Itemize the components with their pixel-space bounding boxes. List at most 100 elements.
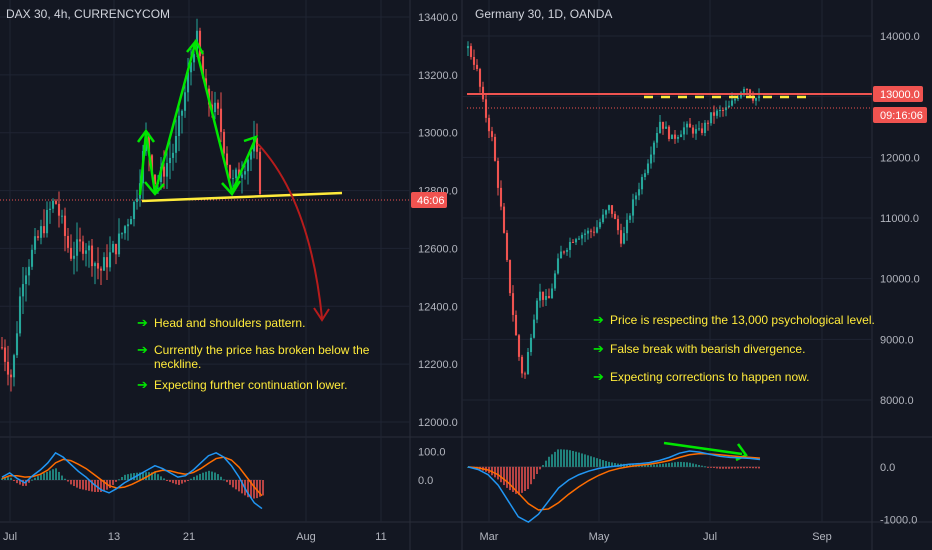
right-badge-text: 13000.0 — [880, 89, 920, 101]
macd-histogram-bar — [722, 466, 724, 469]
note-text: neckline. — [154, 357, 201, 371]
candle-body — [174, 135, 178, 153]
candle-body — [487, 117, 491, 132]
macd-histogram-bar — [578, 452, 580, 467]
candle-body — [126, 224, 130, 227]
candle-body — [114, 243, 118, 255]
macd-histogram-bar — [671, 462, 673, 467]
left-notes: ➔ Head and shoulders pattern. ➔ Currentl… — [137, 315, 370, 392]
macd-histogram-bar — [584, 454, 586, 467]
macd-histogram-bar — [692, 463, 694, 467]
macd-histogram-bar — [193, 476, 195, 480]
macd-histogram-bar — [503, 466, 505, 486]
candle-body — [619, 230, 623, 244]
candle-body — [610, 205, 614, 214]
candle-body — [496, 160, 500, 188]
candle-body — [616, 218, 620, 231]
macd-histogram-bar — [73, 480, 75, 487]
macd-histogram-bar — [701, 465, 703, 467]
candle-body — [96, 263, 100, 269]
macd-histogram-bar — [199, 473, 201, 480]
candle-body — [171, 152, 175, 158]
macd-histogram-bar — [187, 480, 189, 481]
candle-body — [547, 296, 551, 299]
right-time-badge: 09:16:06 — [873, 107, 927, 123]
candle-body — [700, 128, 704, 133]
candle-body — [108, 252, 112, 268]
candle-body — [18, 296, 22, 334]
candle-body — [577, 238, 581, 240]
macd-histogram-bar — [581, 453, 583, 467]
macd-histogram-bar — [151, 472, 153, 480]
candle-body — [153, 174, 157, 185]
macd-histogram-bar — [524, 466, 526, 491]
candle-body — [66, 235, 70, 248]
macd-histogram-bar — [133, 473, 135, 480]
macd-histogram-bar — [88, 480, 90, 491]
candle-body — [490, 131, 494, 137]
note-text: Head and shoulders pattern. — [154, 316, 305, 330]
signal-line — [1, 456, 263, 497]
right-macd — [467, 449, 761, 523]
candle-body — [592, 231, 596, 233]
candle-body — [688, 123, 692, 128]
macd-histogram-bar — [689, 462, 691, 467]
candle-body — [123, 226, 127, 234]
candle-body — [745, 88, 749, 90]
candle-body — [478, 69, 482, 87]
macd-histogram-bar — [52, 469, 54, 480]
macd-histogram-bar — [746, 466, 748, 469]
left-badge-text: 46:06 — [417, 195, 445, 207]
macd-histogram-bar — [629, 464, 631, 467]
macd-histogram-bar — [223, 479, 225, 481]
candle-body — [748, 89, 752, 97]
note-text: Expecting further continuation lower. — [154, 378, 347, 392]
x-tick-label: Aug — [296, 531, 316, 543]
macd-histogram-bar — [70, 480, 72, 485]
macd-histogram-bar — [611, 462, 613, 467]
macd-histogram-bar — [211, 471, 213, 480]
macd-histogram-bar — [157, 474, 159, 480]
candle-body — [117, 233, 121, 255]
candle-body — [493, 136, 497, 161]
candle-body — [135, 198, 139, 203]
candle-body — [715, 110, 719, 116]
candle-body — [568, 241, 572, 250]
macd-histogram-bar — [527, 466, 529, 490]
candle-body — [574, 239, 578, 243]
candle-body — [670, 134, 674, 139]
macd-histogram-bar — [37, 476, 39, 480]
macd-histogram-bar — [626, 463, 628, 467]
note-text: Currently the price has broken below the — [154, 343, 370, 357]
macd-histogram-bar — [590, 456, 592, 467]
y-tick-label: 8000.0 — [880, 395, 914, 407]
candle-body — [228, 165, 232, 179]
candle-body — [9, 374, 13, 378]
macd-histogram-bar — [614, 463, 616, 467]
right-price-badge: 13000.0 — [873, 86, 923, 102]
candle-body — [562, 251, 566, 253]
candle-body — [673, 134, 677, 139]
candle-body — [15, 333, 19, 356]
macd-histogram-bar — [569, 450, 571, 467]
candle-body — [54, 200, 58, 204]
macd-histogram-bar — [749, 466, 751, 469]
macd-histogram-bar — [55, 468, 57, 480]
macd-histogram-bar — [686, 462, 688, 467]
candle-body — [168, 157, 172, 164]
macd-histogram-bar — [704, 466, 706, 468]
macd-histogram-bar — [593, 457, 595, 467]
macd-histogram-bar — [61, 475, 63, 480]
candle-body — [631, 199, 635, 216]
y-tick-label: 12000.0 — [418, 417, 458, 429]
macd-histogram-bar — [250, 480, 252, 498]
candle-body — [646, 163, 650, 174]
macd-histogram-bar — [743, 466, 745, 469]
macd-histogram-bar — [554, 451, 556, 467]
candle-body — [655, 133, 659, 143]
macd-histogram-bar — [46, 471, 48, 480]
y-tick-label: 13000.0 — [418, 128, 458, 140]
candle-body — [75, 239, 79, 256]
candle-body — [186, 72, 190, 93]
candle-body — [589, 230, 593, 232]
